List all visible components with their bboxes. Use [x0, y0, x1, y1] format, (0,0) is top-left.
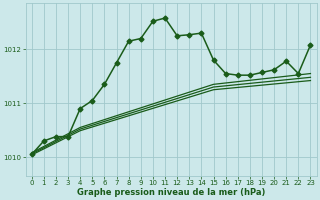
X-axis label: Graphe pression niveau de la mer (hPa): Graphe pression niveau de la mer (hPa) [77, 188, 265, 197]
